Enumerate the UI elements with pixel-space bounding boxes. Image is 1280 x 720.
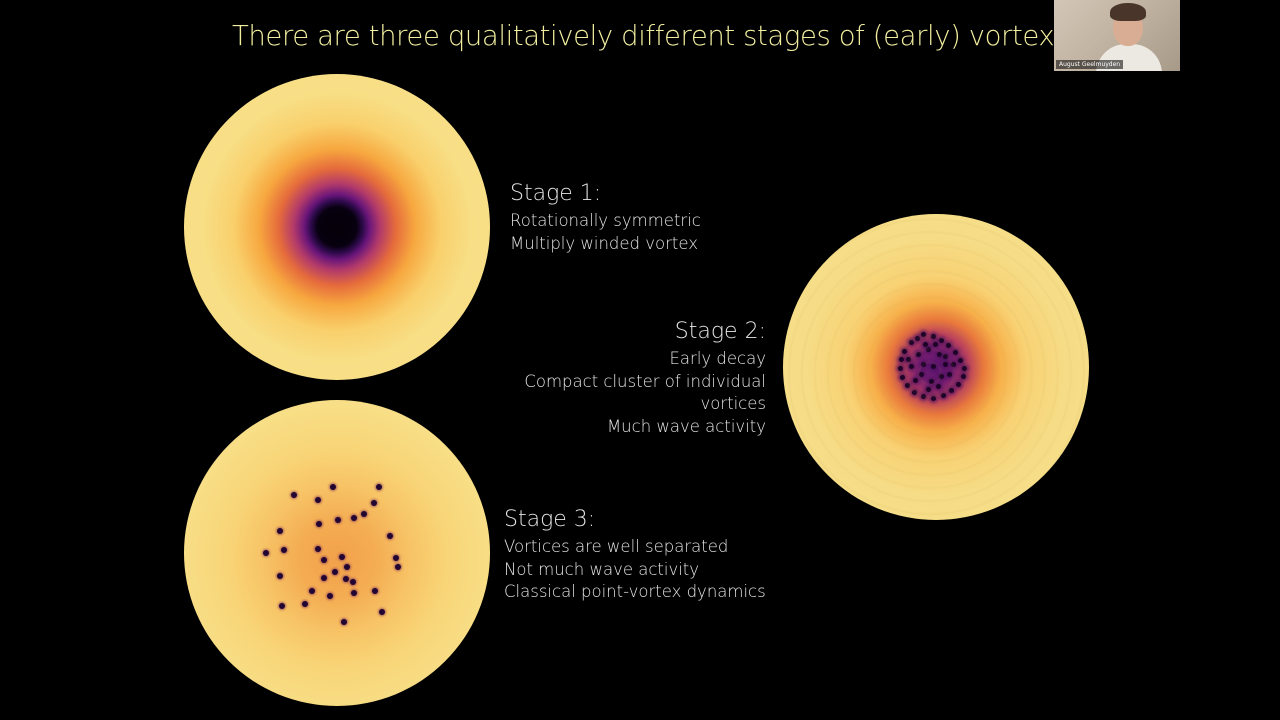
vortex-dot [961, 365, 967, 371]
vortex-dot [309, 588, 315, 594]
vortex-dot [343, 576, 349, 582]
vortex-dot [335, 517, 341, 523]
vortex-dot [351, 515, 357, 521]
vortex-dot [922, 341, 928, 347]
vortex-dot [321, 557, 327, 563]
vortex-dot [932, 341, 938, 347]
vortex-dot [948, 387, 954, 393]
vortex-dot [315, 546, 321, 552]
vortex-dot [263, 550, 269, 556]
stage1-line: Rotationally symmetric [510, 211, 701, 230]
vortex-dot [395, 564, 401, 570]
vortex-dot [899, 374, 905, 380]
stage1-line: Multiply winded vortex [510, 233, 699, 253]
vortex-dot [955, 381, 961, 387]
vortex-dot [942, 361, 948, 367]
vortex-dot [341, 619, 347, 625]
vortex-dot [901, 348, 907, 354]
vortex-dot [957, 357, 963, 363]
vortex-dot [915, 351, 921, 357]
vortex-dot [291, 492, 297, 498]
stage2-description: Stage 2: Early decay Compact cluster of … [524, 318, 766, 438]
vortex-dot [938, 373, 944, 379]
vortex-dot [928, 378, 934, 384]
vortex-dot [897, 365, 903, 371]
stage2-line: Compact cluster of individual [524, 371, 766, 391]
vortex-dot [930, 395, 936, 401]
vortex-dot [908, 339, 914, 345]
vortex-dot [938, 337, 944, 343]
vortex-dot [302, 601, 308, 607]
vortex-dot [930, 363, 936, 369]
vortex-dot [361, 511, 367, 517]
vortex-dot [344, 564, 350, 570]
vortex-dot [330, 484, 336, 490]
vortex-dot [277, 573, 283, 579]
vortex-dot [376, 484, 382, 490]
vortex-dot [393, 555, 399, 561]
vortex-dot [925, 346, 931, 352]
participant-video-thumbnail[interactable]: August Geelmuyden [1054, 0, 1180, 71]
vortex-dot [315, 497, 321, 503]
stage2-line: Much wave activity [606, 416, 766, 436]
participant-name-label: August Geelmuyden [1056, 60, 1124, 69]
stage3-description: Stage 3: Vortices are well separated Not… [504, 506, 766, 604]
vortex-dot [905, 356, 911, 362]
vortex-dot [920, 361, 926, 367]
stage2-heading: Stage 2: [674, 319, 766, 344]
vortex-dot [945, 342, 951, 348]
vortex-dot [920, 393, 926, 399]
vortex-dot [912, 377, 918, 383]
vortex-dot [371, 500, 377, 506]
vortex-dot [387, 533, 393, 539]
stage1-description: Stage 1: Rotationally symmetric Multiply… [510, 180, 701, 255]
vortex-dot [372, 588, 378, 594]
vortex-dot [942, 353, 948, 359]
vortex-dot [379, 609, 385, 615]
stage3-line: Vortices are well separated [504, 537, 729, 556]
vortex-dot [936, 351, 942, 357]
vortex-dot [350, 579, 356, 585]
vortex-dot [952, 349, 958, 355]
vortex-dot [327, 593, 333, 599]
vortex-dot [946, 371, 952, 377]
stage2-line: vortices [700, 394, 766, 413]
stage3-vortex-image [184, 400, 490, 706]
stage1-heading: Stage 1: [510, 181, 602, 206]
vortex-dot [960, 373, 966, 379]
vortex-dot [950, 361, 956, 367]
vortex-dot [908, 363, 914, 369]
participant-hair [1110, 3, 1146, 21]
vortex-dot [277, 528, 283, 534]
vortex-dot [935, 383, 941, 389]
vortex-dot [930, 333, 936, 339]
stage1-vortex-image [184, 74, 490, 380]
vortex-dot [940, 392, 946, 398]
vortex-dot [918, 371, 924, 377]
vortex-dot [904, 382, 910, 388]
vortex-dot [911, 389, 917, 395]
stage3-line: Classical point-vortex dynamics [504, 582, 766, 601]
vortex-dot [351, 590, 357, 596]
vortex-dot [332, 569, 338, 575]
vortex-dot [339, 554, 345, 560]
stage2-line: Early decay [669, 349, 767, 368]
stage3-line: Not much wave activity [504, 559, 700, 579]
vortex-dot [279, 603, 285, 609]
vortex-dot [316, 521, 322, 527]
slide-title: There are three qualitatively different … [232, 20, 1144, 52]
vortex-dot [281, 547, 287, 553]
stage2-vortex-image [783, 214, 1089, 520]
vortex-dot [898, 356, 904, 362]
vortex-dot [920, 331, 926, 337]
vortex-dot [925, 386, 931, 392]
vortex-dot [321, 575, 327, 581]
vortex-dot [914, 335, 920, 341]
stage3-heading: Stage 3: [504, 507, 596, 532]
